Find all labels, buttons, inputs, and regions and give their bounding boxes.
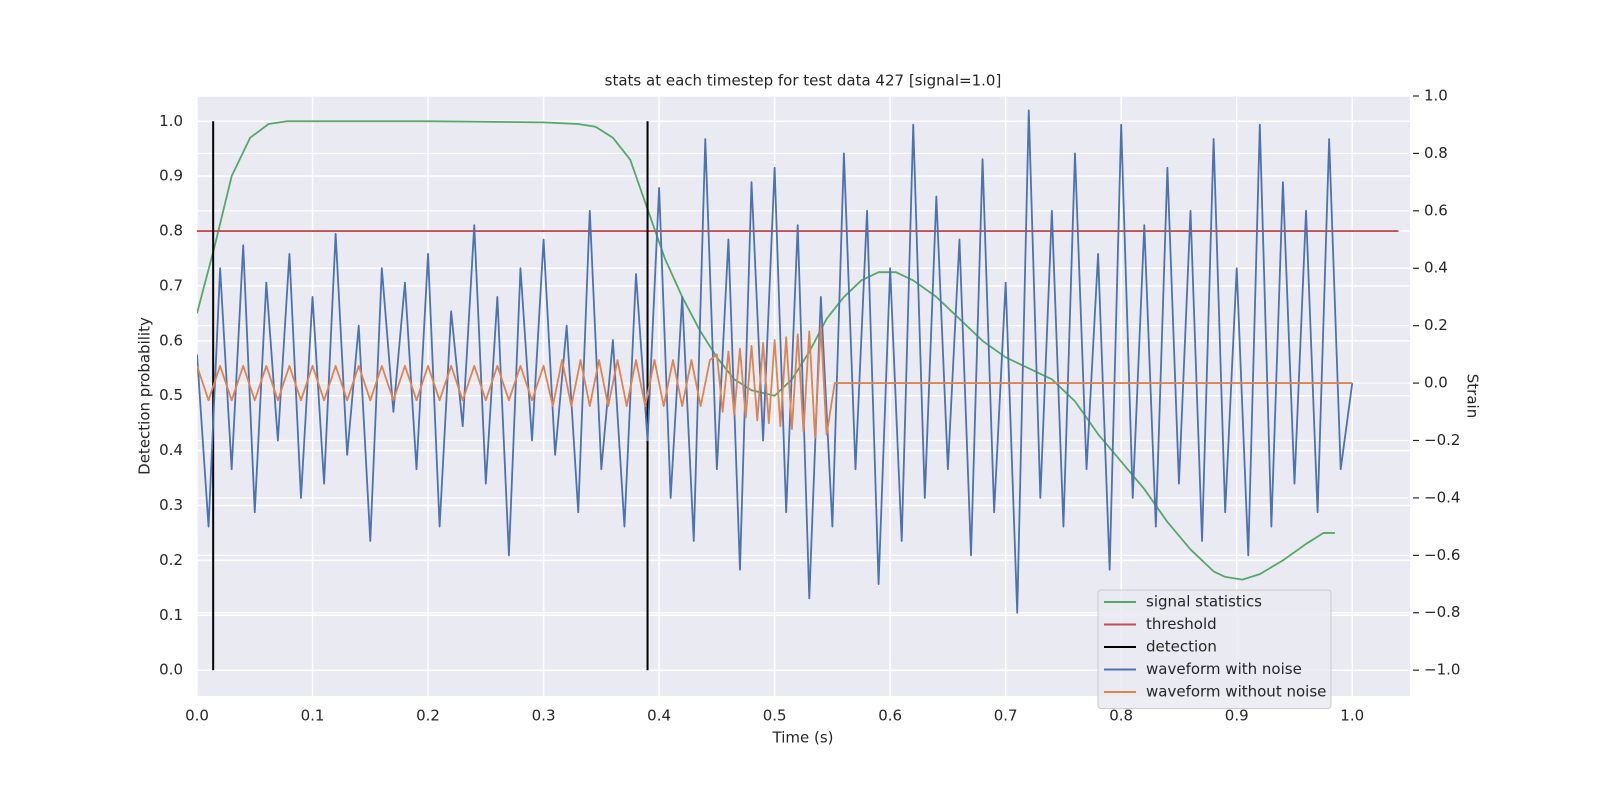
y-axis-label: Detection probability xyxy=(136,317,154,475)
legend-label: waveform with noise xyxy=(1146,660,1302,678)
x-tick-label: 0.7 xyxy=(994,707,1018,725)
y-tick-label: 0.1 xyxy=(159,606,183,624)
y2-tick-label: 0.2 xyxy=(1424,316,1448,334)
plot-layer xyxy=(197,109,1399,671)
y-tick-label: 0.3 xyxy=(159,496,183,514)
series-line xyxy=(197,120,1335,581)
y-tick-label: 0.0 xyxy=(159,661,183,679)
y2-tick-label: −0.2 xyxy=(1424,431,1460,449)
x-tick-label: 0.6 xyxy=(878,707,902,725)
y-tick-label: 0.5 xyxy=(159,386,183,404)
y2-tick-label: 0.6 xyxy=(1424,201,1448,219)
series-line xyxy=(197,109,1354,614)
legend-label: detection xyxy=(1146,638,1217,656)
y-tick-label: 0.8 xyxy=(159,222,183,240)
y2-tick-label: 0.4 xyxy=(1424,259,1448,277)
legend-label: threshold xyxy=(1146,615,1217,633)
y-tick-label: 0.4 xyxy=(159,441,183,459)
y-tick-label: 0.6 xyxy=(159,331,183,349)
x-tick-label: 1.0 xyxy=(1340,707,1364,725)
legend-label: signal statistics xyxy=(1146,593,1262,611)
legend-box xyxy=(1097,589,1332,709)
y-tick-label: 1.0 xyxy=(159,112,183,130)
x-tick-label: 0.2 xyxy=(416,707,440,725)
y2-tick-label: 0.0 xyxy=(1424,374,1448,392)
y2-tick-label: −0.6 xyxy=(1424,546,1460,564)
y-tick-label: 0.7 xyxy=(159,276,183,294)
x-tick-label: 0.8 xyxy=(1109,707,1133,725)
x-tick-label: 0.3 xyxy=(532,707,556,725)
chart-title: stats at each timestep for test data 427… xyxy=(605,72,1002,90)
x-tick-label: 0.9 xyxy=(1225,707,1249,725)
x-tick-label: 0.1 xyxy=(301,707,325,725)
legend-label: waveform without noise xyxy=(1146,683,1326,701)
y2-tick-label: −0.4 xyxy=(1424,488,1460,506)
y2-tick-label: −1.0 xyxy=(1424,661,1460,679)
y2-tick-label: 1.0 xyxy=(1424,87,1448,105)
y-tick-label: 0.2 xyxy=(159,551,183,569)
y-tick-label: 0.9 xyxy=(159,167,183,185)
y2-tick-label: −0.8 xyxy=(1424,603,1460,621)
x-tick-label: 0.5 xyxy=(763,707,787,725)
y2-tick-label: 0.8 xyxy=(1424,144,1448,162)
x-tick-label: 0.0 xyxy=(185,707,209,725)
x-axis-label: Time (s) xyxy=(772,729,834,747)
y2-axis-label: Strain xyxy=(1464,374,1482,418)
series-line xyxy=(197,324,1353,439)
x-tick-label: 0.4 xyxy=(647,707,671,725)
